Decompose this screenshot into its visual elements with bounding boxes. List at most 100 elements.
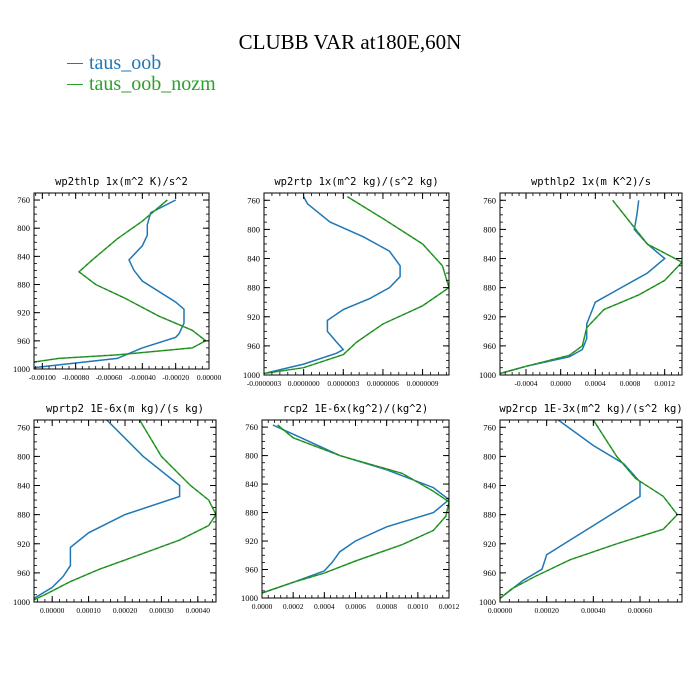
panel-title: rcp2 1E-6x(kg^2)/(kg^2) (283, 403, 428, 415)
chart-panel: wp2thlp 1x(m^2 K)/s^2 760 800 840 880 920 960 1… (13, 176, 221, 382)
y-tick-label: 880 (245, 508, 258, 518)
x-tick-label: 0.00030 (149, 606, 174, 615)
plot-frame (499, 192, 683, 376)
y-tick-label: 880 (247, 283, 260, 293)
series-line-taus-oob (500, 420, 641, 599)
y-tick-label: 1000 (13, 364, 30, 374)
y-tick-label: 880 (17, 280, 30, 290)
panel-title: wpthlp2 1x(m K^2)/s (531, 176, 651, 188)
legend-item-taus-oob-nozm: taus_oob_nozm (67, 73, 216, 96)
x-tick-label: 0.0004 (314, 602, 335, 611)
x-tick-label: 0.0002 (283, 602, 304, 611)
y-tick-label: 840 (17, 481, 30, 491)
y-tick-label: 840 (17, 251, 30, 261)
series-line-taus-oob (262, 424, 449, 594)
x-tick-label: 0.0000 (252, 602, 273, 611)
y-tick-label: 920 (17, 539, 30, 549)
chart-panel: wp2rcp 1E-3x(m^2 kg)/(s^2 kg)760 800 840 88… (479, 403, 683, 615)
panel-title: wp2rcp 1E-3x(m^2 kg)/(s^2 kg) (499, 403, 682, 415)
series-dash-taus-oob-nozm (264, 196, 449, 374)
series-line-taus-oob-nozm (262, 424, 449, 594)
plot-frame (261, 419, 450, 599)
series-dash-taus-oob-nozm (34, 199, 207, 363)
y-tick-label: 1000 (243, 370, 260, 380)
y-tick-label: 880 (483, 510, 496, 520)
y-tick-label: 1000 (241, 593, 258, 603)
x-tick-label: 0.0012 (654, 379, 675, 388)
series-dash-taus-oob-nozm (262, 424, 449, 594)
plot-frame (33, 192, 210, 370)
y-tick-label: 760 (247, 195, 260, 205)
y-tick-label: 960 (245, 565, 258, 575)
y-tick-label: 920 (17, 308, 30, 318)
y-tick-label: 880 (483, 283, 496, 293)
y-tick-label: 840 (245, 479, 258, 489)
y-tick-label: 960 (17, 568, 30, 578)
x-tick-label: 0.0004 (585, 379, 606, 388)
x-tick-label: 0.00040 (186, 606, 211, 615)
series-dash-taus-oob-nozm (500, 420, 678, 599)
y-tick-label: 760 (245, 422, 258, 432)
panel-title: wprtp2 1E-6x(m kg)/(s kg) (46, 403, 204, 415)
series-line-taus-oob-nozm (264, 195, 449, 375)
series-line-taus-oob (264, 196, 401, 375)
series-line-taus-oob (500, 200, 666, 375)
chart-panel: wpthlp2 1x(m K^2)/s 760 800 840 880 920 960 100… (479, 176, 683, 388)
x-tick-label: -0.0000003 (247, 379, 282, 388)
y-tick-label: 840 (483, 481, 496, 491)
chart-panel: wprtp2 1E-6x(m kg)/(s kg) 760 800 840 880 920… (13, 403, 217, 615)
chart-panel: rcp2 1E-6x(kg^2)/(kg^2) 760 800 840 880 920 96… (241, 403, 460, 611)
y-tick-label: 800 (483, 451, 496, 461)
series-line-taus-oob-nozm (500, 199, 682, 375)
series-line-taus-oob-nozm (34, 420, 216, 601)
series-line-taus-oob (34, 199, 185, 369)
plot-frame (499, 419, 683, 603)
y-tick-label: 960 (483, 341, 496, 351)
x-tick-label: 0.00000 (488, 606, 513, 615)
x-tick-label: 0.00010 (76, 606, 101, 615)
legend-label: taus_oob_nozm (89, 73, 216, 95)
x-tick-label: 0.0000006 (367, 379, 399, 388)
x-tick-label: 0.00020 (534, 606, 559, 615)
x-tick-label: 0.0008 (376, 602, 397, 611)
plot-frame (263, 192, 450, 376)
plot-frame (33, 419, 217, 603)
panel-title: wp2thlp 1x(m^2 K)/s^2 (55, 176, 188, 188)
y-tick-label: 960 (483, 568, 496, 578)
x-tick-label: -0.0004 (514, 379, 537, 388)
x-tick-label: 0.00060 (628, 606, 653, 615)
legend-item-taus-oob: taus_oob (67, 52, 161, 75)
y-tick-label: 800 (247, 224, 260, 234)
x-tick-label: -0.00040 (129, 373, 156, 382)
series-line-taus-oob-nozm (34, 199, 208, 363)
x-tick-label: 0.0008 (620, 379, 641, 388)
y-tick-label: 1000 (13, 597, 30, 607)
series-line-taus-oob (34, 420, 181, 600)
x-tick-label: -0.00060 (96, 373, 123, 382)
x-tick-label: 0.00040 (581, 606, 606, 615)
y-tick-label: 760 (17, 195, 30, 205)
x-tick-label: 0.0012 (439, 602, 460, 611)
y-tick-label: 760 (483, 422, 496, 432)
x-tick-label: 0.0000009 (407, 379, 439, 388)
y-tick-label: 840 (483, 254, 496, 264)
y-tick-label: 920 (245, 536, 258, 546)
x-tick-label: 0.0006 (345, 602, 366, 611)
y-tick-label: 800 (17, 451, 30, 461)
x-tick-label: -0.00020 (162, 373, 189, 382)
x-tick-label: 0.0000 (550, 379, 571, 388)
chart-panel: wp2rtp 1x(m^2 kg)/(s^2 kg) 760 800 840 880 92… (243, 176, 450, 388)
y-tick-label: 760 (17, 422, 30, 432)
legend-swatch (67, 63, 83, 64)
y-tick-label: 920 (483, 539, 496, 549)
y-tick-label: 1000 (479, 597, 496, 607)
panel-title: wp2rtp 1x(m^2 kg)/(s^2 kg) (274, 176, 438, 188)
x-tick-label: 0.00020 (113, 606, 138, 615)
series-dash-taus-oob-nozm (500, 200, 682, 374)
x-tick-label: 0.0000000 (288, 379, 320, 388)
x-tick-label: -0.00100 (29, 373, 56, 382)
y-tick-label: 1000 (479, 370, 496, 380)
y-tick-label: 960 (247, 341, 260, 351)
y-tick-label: 960 (17, 336, 30, 346)
